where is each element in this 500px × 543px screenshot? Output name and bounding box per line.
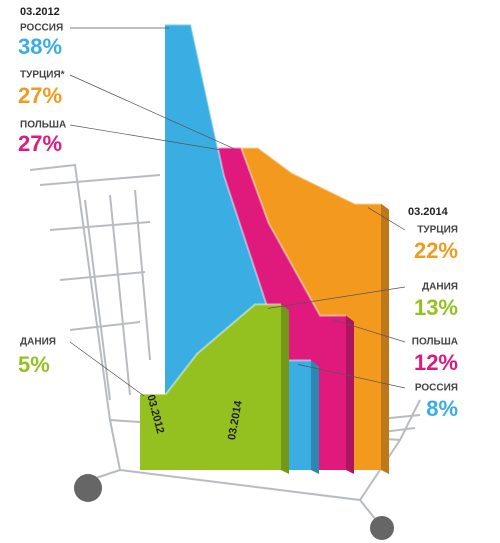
start-date: 03.2012 xyxy=(20,6,60,18)
value-label: 27% xyxy=(18,83,62,108)
series-label: ТУРЦИЯ* xyxy=(20,70,65,81)
leader-line xyxy=(69,341,145,397)
leader-line xyxy=(332,319,406,343)
cart-grid xyxy=(39,174,161,331)
cart-grid xyxy=(84,189,151,401)
leader-line xyxy=(297,364,406,389)
value-label: 13% xyxy=(414,295,458,320)
leader-line xyxy=(69,74,237,150)
ribbon-top xyxy=(165,23,311,362)
wheel xyxy=(74,474,102,502)
leader-line xyxy=(367,207,406,231)
ribbon-side xyxy=(281,304,289,474)
leader-line xyxy=(267,286,406,309)
wheel xyxy=(370,516,394,540)
ribbons xyxy=(140,23,389,474)
series-label: РОССИЯ xyxy=(20,23,63,34)
value-label: 12% xyxy=(414,350,458,375)
shopping-cart xyxy=(29,163,421,540)
ribbon-side xyxy=(381,203,389,474)
ribbon-top xyxy=(232,146,381,205)
series-label: ДАНИЯ xyxy=(20,337,56,348)
ribbon xyxy=(140,304,281,470)
series-label: ТУРЦИЯ xyxy=(417,225,458,236)
ribbon-side xyxy=(346,315,354,474)
end-date: 03.2014 xyxy=(408,206,449,218)
value-label: 22% xyxy=(414,238,458,263)
series-label: ДАНИЯ xyxy=(422,282,458,293)
value-label: 8% xyxy=(426,396,458,421)
value-label: 5% xyxy=(18,352,50,377)
series-label: ПОЛЬША xyxy=(412,337,458,348)
leader-line xyxy=(69,124,220,150)
value-label: 27% xyxy=(18,131,62,156)
ribbon-top xyxy=(140,303,281,395)
ribbon-side xyxy=(311,360,319,474)
series-label: РОССИЯ xyxy=(415,383,458,394)
series-label: ПОЛЬША xyxy=(20,120,66,131)
value-label: 38% xyxy=(18,34,62,59)
